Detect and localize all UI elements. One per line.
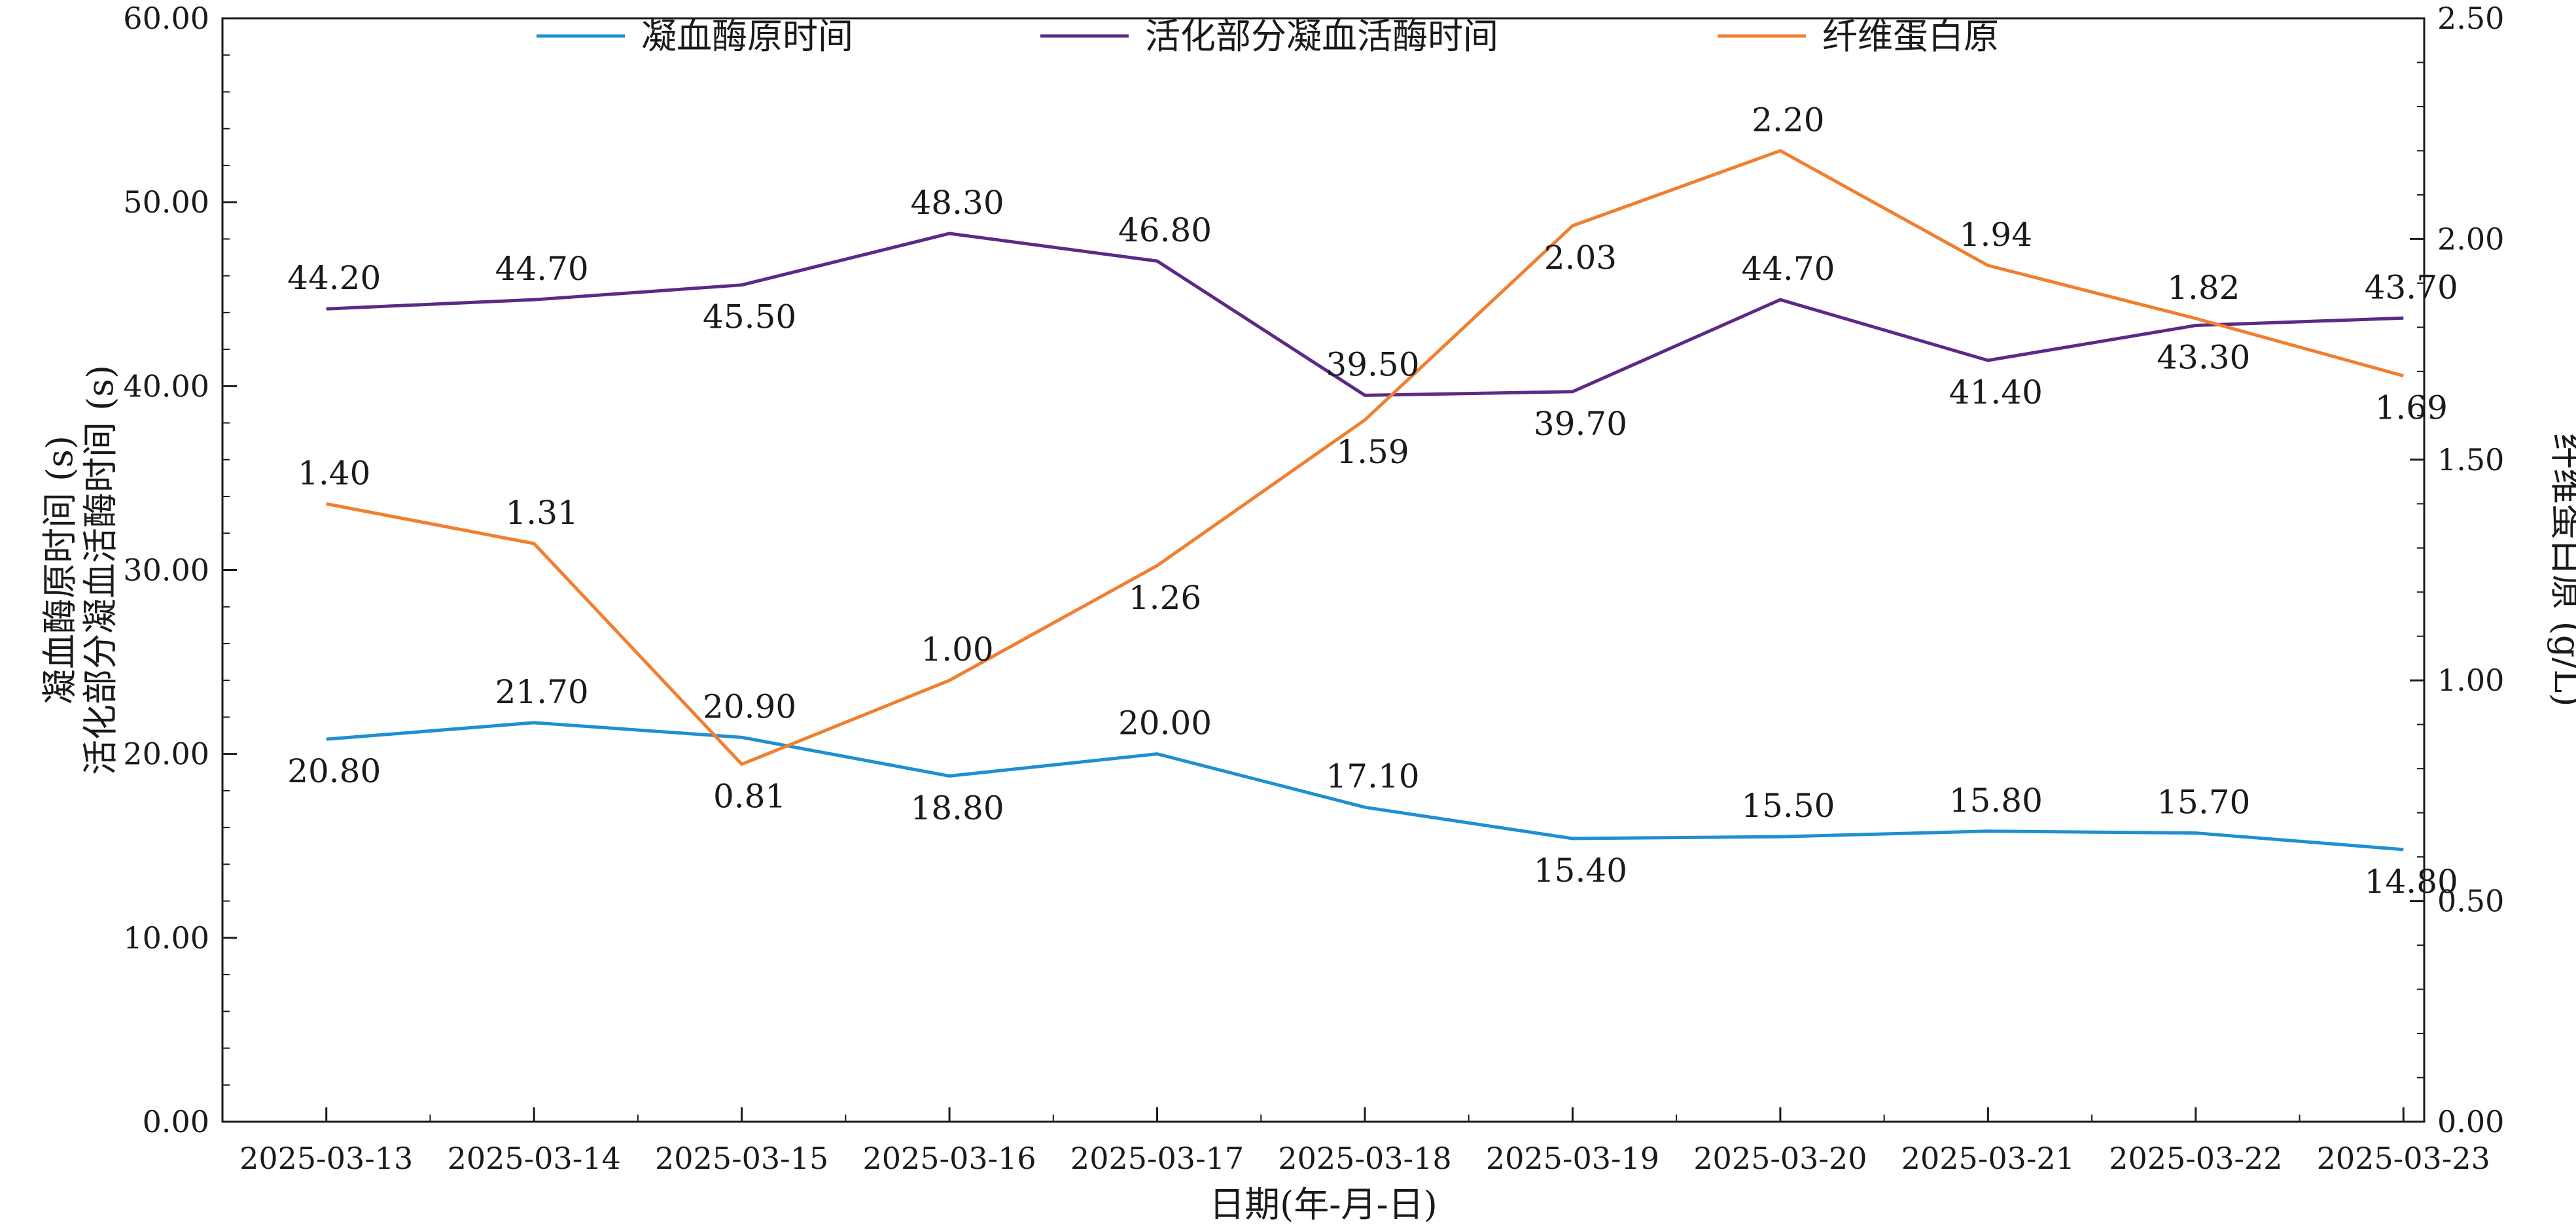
data-label: 45.50 [703, 298, 796, 336]
data-label: 1.69 [2375, 389, 2448, 427]
x-tick-label: 2025-03-21 [1901, 1141, 2075, 1176]
legend-label: 活化部分凝血活酶时间 [1145, 16, 1498, 57]
data-label: 21.70 [495, 673, 589, 711]
x-tick-label: 2025-03-22 [2109, 1141, 2282, 1176]
data-label: 20.80 [287, 752, 381, 790]
data-label: 2.20 [1752, 101, 1824, 139]
y-left-tick-label: 40.00 [123, 368, 209, 404]
x-tick-label: 2025-03-13 [239, 1141, 413, 1176]
data-label: 15.80 [1949, 782, 2043, 820]
y-left-title-line: 活化部分凝血活酶时间 (s) [80, 365, 121, 775]
y-left-title-line: 凝血酶原时间 (s) [39, 436, 80, 704]
data-label: 1.26 [1129, 579, 1201, 617]
data-labels: 20.80 21.70 20.90 18.80 20.00 17.10 15.40 15.50… [287, 101, 2458, 900]
y-right-tick-label: 1.50 [2437, 442, 2504, 477]
y-left-tick-label: 20.00 [123, 736, 209, 772]
data-label: 15.40 [1534, 852, 1627, 890]
data-label: 1.31 [506, 494, 578, 532]
data-label: 14.80 [2365, 863, 2458, 901]
series-line-3 [326, 148, 2404, 766]
data-label: 43.70 [2365, 268, 2458, 306]
data-label: 46.80 [1118, 211, 1212, 249]
data-label: 20.90 [703, 687, 796, 725]
data-label: 44.70 [1741, 250, 1835, 288]
data-label: 1.00 [921, 631, 993, 668]
data-label: 15.70 [2157, 784, 2250, 822]
x-tick-label: 2025-03-20 [1693, 1141, 1867, 1176]
y-right-tick-label: 2.00 [2437, 221, 2504, 256]
y-left-tick-label: 50.00 [123, 184, 209, 220]
data-label: 17.10 [1326, 757, 1419, 795]
x-tick-label: 2025-03-16 [862, 1141, 1036, 1176]
series-line-2 [326, 232, 2404, 397]
data-label: 20.00 [1118, 704, 1212, 742]
plot-frame [221, 17, 2426, 1123]
plot-area [221, 17, 2426, 1123]
data-label: 1.59 [1336, 433, 1409, 471]
axes: 0.00 10.00 20.00 30.00 40.00 50.00 60.00 0.00 0.… [123, 1, 2504, 1176]
y-right-tick-label: 2.50 [2437, 1, 2504, 36]
data-label: 43.30 [2157, 339, 2250, 377]
y-left-tick-label: 0.00 [143, 1104, 209, 1139]
legend-label: 凝血酶原时间 [641, 16, 853, 57]
data-label: 48.30 [911, 184, 1004, 222]
series-layer [326, 148, 2404, 852]
y-left-tick-label: 30.00 [123, 553, 209, 588]
y-left-tick-label: 10.00 [123, 920, 209, 956]
x-tick-label: 2025-03-15 [655, 1141, 828, 1176]
x-tick-label: 2025-03-17 [1070, 1141, 1244, 1176]
series-line-1 [326, 721, 2404, 852]
data-label: 2.03 [1544, 239, 1617, 277]
x-tick-label: 2025-03-19 [1486, 1141, 1659, 1176]
legend: 凝血酶原时间 活化部分凝血活酶时间 纤维蛋白原 [537, 16, 1999, 57]
x-tick-label: 2025-03-18 [1278, 1141, 1451, 1176]
data-label: 39.50 [1326, 345, 1419, 383]
data-label: 1.94 [1960, 216, 2032, 254]
y-right-tick-label: 0.50 [2437, 884, 2504, 919]
x-tick-label: 2025-03-14 [448, 1141, 621, 1176]
data-label: 1.82 [2167, 269, 2240, 307]
data-label: 39.70 [1534, 405, 1627, 443]
data-label: 1.40 [298, 454, 370, 492]
data-label: 15.50 [1741, 787, 1835, 825]
y-right-tick-label: 1.00 [2437, 663, 2504, 698]
y-right-tick-label: 0.00 [2437, 1104, 2504, 1139]
y-left-tick-label: 60.00 [123, 1, 209, 36]
data-label: 18.80 [911, 789, 1004, 827]
data-label: 44.70 [495, 250, 589, 288]
legend-label: 纤维蛋白原 [1822, 16, 1999, 57]
data-label: 41.40 [1949, 373, 2043, 411]
x-axis-title: 日期(年-月-日) [1209, 1184, 1438, 1225]
data-label: 44.20 [287, 259, 381, 297]
y-right-axis-title: 纤维蛋白原 (g/L) [2547, 434, 2576, 707]
x-tick-label: 2025-03-23 [2317, 1141, 2490, 1176]
y-left-axis-title: 凝血酶原时间 (s)活化部分凝血活酶时间 (s) [39, 365, 121, 775]
data-label: 0.81 [713, 777, 786, 815]
